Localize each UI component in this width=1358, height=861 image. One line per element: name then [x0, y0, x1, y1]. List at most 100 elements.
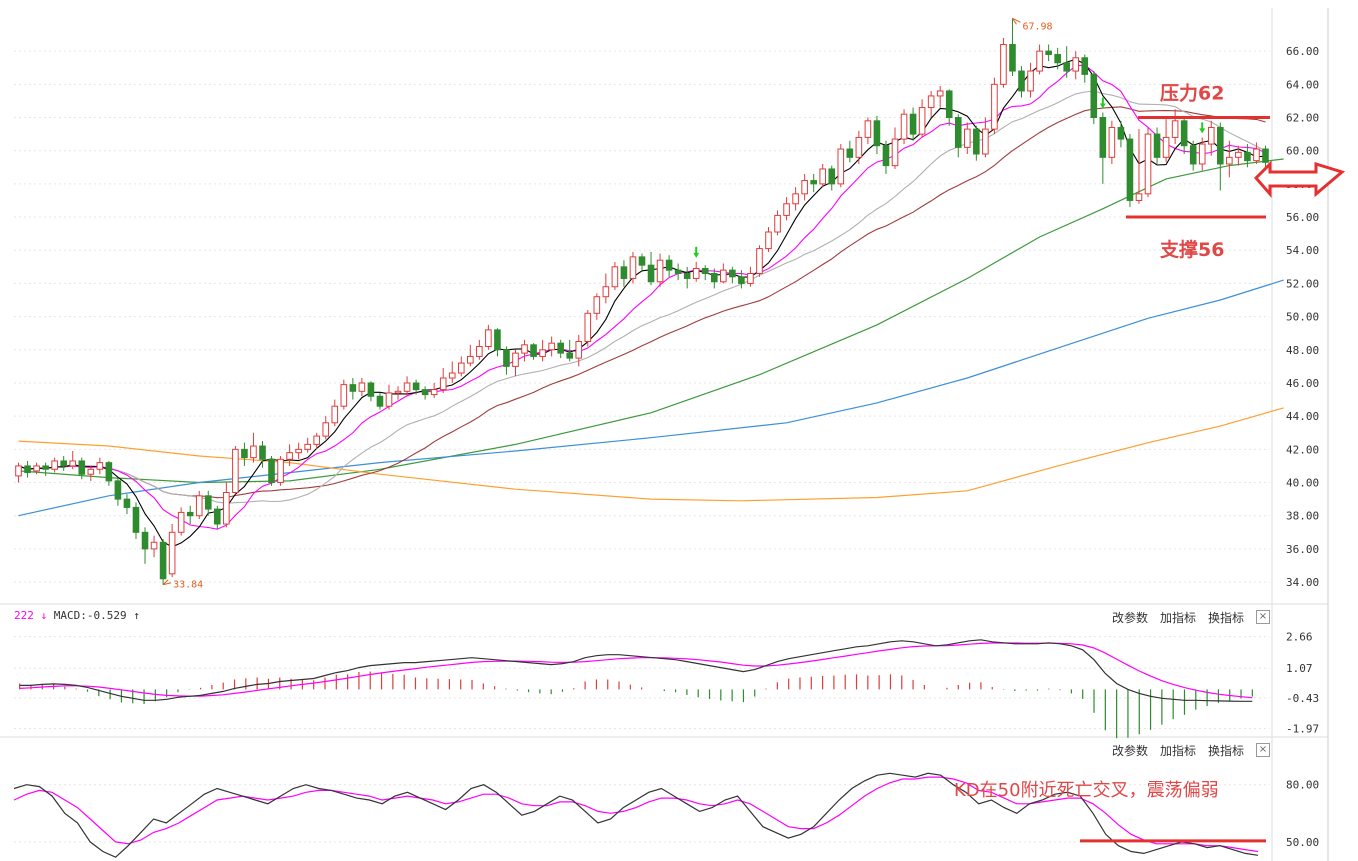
- high-price-label: 67.98: [1022, 21, 1052, 32]
- candle-body: [783, 203, 790, 216]
- price-axis-tick: 50.00: [1286, 311, 1319, 324]
- candle-body: [512, 352, 519, 367]
- resistance-annotation: 压力62: [1160, 82, 1224, 105]
- candle-body: [557, 342, 564, 354]
- price-axis-tick: 38.00: [1286, 510, 1319, 523]
- candle-body: [60, 460, 67, 467]
- candle-body: [439, 377, 447, 391]
- candle-body: [855, 136, 863, 158]
- candle-body: [1117, 126, 1125, 140]
- moving-average-line: [18, 64, 1266, 530]
- candle-body: [1099, 117, 1107, 158]
- candle-body: [954, 117, 962, 148]
- candle-body: [223, 491, 230, 525]
- candle-body: [1054, 53, 1061, 64]
- candle-body: [331, 405, 339, 424]
- candle-body: [810, 180, 817, 185]
- macd-down-arrow-icon: ↓: [40, 609, 48, 622]
- candle-body: [87, 468, 95, 475]
- candle-body: [430, 389, 438, 396]
- kd-add-indicator-button[interactable]: 加指标: [1160, 744, 1197, 758]
- candle-body: [873, 120, 881, 147]
- candle-body: [15, 465, 22, 477]
- candle-body: [1135, 193, 1143, 201]
- candle-body: [819, 168, 827, 185]
- candle-body: [638, 256, 646, 266]
- candle-body: [918, 107, 926, 135]
- candle-body: [1262, 148, 1269, 163]
- candle-body: [494, 329, 501, 351]
- candle-body: [51, 460, 58, 470]
- candle-body: [476, 345, 483, 357]
- candle-body: [620, 266, 628, 279]
- candle-body: [322, 422, 330, 437]
- candle-body: [1045, 50, 1052, 55]
- candle-body: [168, 531, 176, 575]
- signal-arrow-icon: [1199, 122, 1206, 134]
- candle-body: [150, 541, 158, 550]
- candle-body: [1027, 70, 1034, 92]
- macd-switch-indicator-button[interactable]: 换指标: [1208, 611, 1245, 625]
- candle-body: [403, 382, 411, 392]
- candle-body: [963, 128, 971, 148]
- candle-body: [1162, 136, 1170, 158]
- macd-close-icon[interactable]: ×: [1256, 610, 1270, 624]
- candle-body: [729, 269, 736, 278]
- candle-body: [882, 145, 890, 167]
- macd-axis-tick: 1.07: [1286, 662, 1313, 675]
- candle-body: [340, 384, 348, 407]
- candle-body: [24, 465, 31, 474]
- macd-up-arrow-icon: ↑: [133, 609, 140, 622]
- kd-close-icon[interactable]: ×: [1256, 743, 1270, 757]
- kd-param-button[interactable]: 改参数: [1112, 744, 1149, 758]
- macd-axis-tick: 2.66: [1286, 631, 1313, 644]
- candle-body: [1207, 126, 1215, 145]
- candle-body: [42, 465, 49, 470]
- candle-body: [1018, 70, 1025, 92]
- candle-body: [756, 248, 763, 274]
- candle-body: [945, 90, 953, 119]
- candle-body: [105, 462, 113, 482]
- candle-body: [973, 128, 980, 155]
- price-axis-tick: 40.00: [1286, 477, 1319, 490]
- candle-body: [629, 256, 637, 279]
- candle-body: [349, 384, 357, 392]
- candle-body: [385, 392, 393, 407]
- macd-dea-line: [19, 642, 1253, 699]
- candle-body: [846, 148, 854, 158]
- candle-body: [1000, 44, 1007, 85]
- candle-body: [774, 214, 781, 233]
- candle-body: [927, 95, 935, 109]
- candle-body: [78, 460, 86, 475]
- candle-body: [891, 138, 899, 167]
- candle-body: [69, 460, 77, 467]
- price-axis-tick: 56.00: [1286, 211, 1319, 224]
- candle-body: [33, 465, 40, 472]
- candle-body: [96, 462, 104, 470]
- candle-body: [177, 511, 185, 533]
- candle-body: [367, 382, 375, 397]
- candle-body: [548, 342, 555, 351]
- macd-param-button[interactable]: 改参数: [1112, 611, 1149, 625]
- candle-body: [656, 259, 664, 283]
- price-axis-tick: 62.00: [1286, 112, 1319, 125]
- candle-body: [1144, 133, 1152, 195]
- double-arrow-icon: [1253, 160, 1346, 198]
- candle-body: [665, 259, 673, 271]
- price-axis-tick: 34.00: [1286, 576, 1319, 589]
- candle-body: [1244, 151, 1251, 162]
- price-axis-tick: 48.00: [1286, 344, 1319, 357]
- price-axis-tick: 54.00: [1286, 244, 1319, 257]
- candle-body: [837, 148, 845, 185]
- kd-axis-tick: 80.00: [1286, 779, 1319, 792]
- kd-switch-indicator-button[interactable]: 换指标: [1208, 744, 1245, 758]
- price-axis-tick: 64.00: [1286, 78, 1319, 91]
- candle-body: [159, 541, 167, 580]
- macd-add-indicator-button[interactable]: 加指标: [1160, 611, 1197, 625]
- candle-body: [394, 390, 402, 394]
- long-moving-average-line: [18, 407, 1284, 502]
- candle-body: [1189, 145, 1197, 165]
- moving-average-line: [18, 90, 1266, 504]
- candle-body: [710, 272, 718, 283]
- candle-body: [421, 389, 429, 396]
